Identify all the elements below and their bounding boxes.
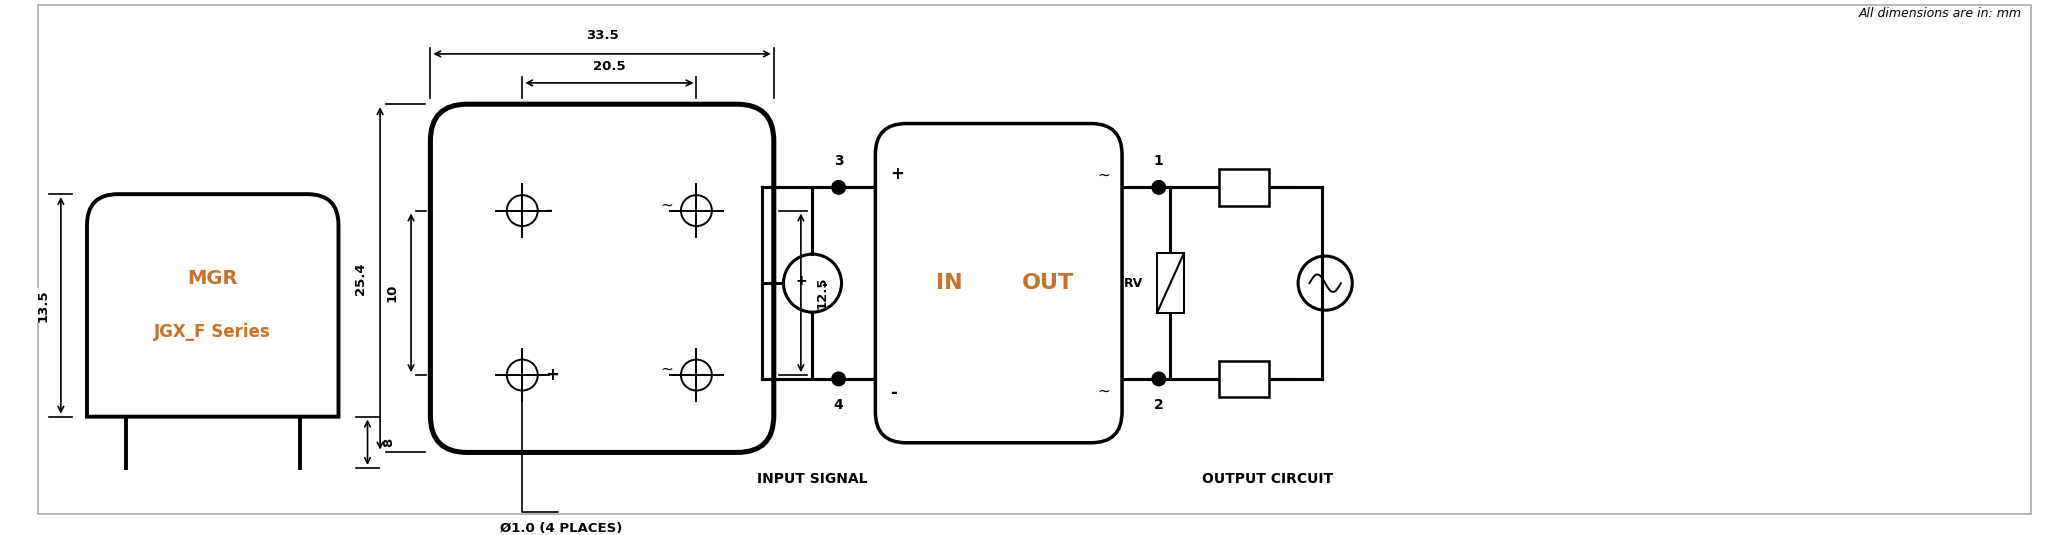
Circle shape: [1152, 181, 1165, 194]
FancyBboxPatch shape: [1219, 361, 1268, 398]
Text: 8: 8: [383, 438, 395, 447]
Text: INPUT SIGNAL: INPUT SIGNAL: [757, 472, 867, 486]
Text: ~: ~: [1099, 384, 1111, 399]
Text: -: -: [821, 278, 828, 292]
Text: +: +: [546, 366, 559, 384]
Text: All dimensions are in: mm: All dimensions are in: mm: [1858, 7, 2021, 20]
Text: 20.5: 20.5: [594, 60, 625, 73]
Text: IN: IN: [935, 273, 962, 293]
Circle shape: [1152, 372, 1165, 386]
Text: 3: 3: [834, 154, 844, 168]
Text: ~: ~: [660, 362, 672, 377]
Text: ~: ~: [1099, 167, 1111, 182]
Text: 1: 1: [1155, 154, 1163, 168]
Text: 25.4: 25.4: [354, 262, 366, 295]
Text: 4: 4: [834, 398, 844, 412]
Text: RV: RV: [1123, 277, 1144, 289]
Text: 33.5: 33.5: [586, 29, 619, 42]
Text: 12.5: 12.5: [815, 277, 830, 309]
Text: +: +: [890, 165, 904, 182]
Text: Load: Load: [1229, 178, 1258, 188]
Text: 13.5: 13.5: [37, 289, 50, 322]
Text: 1: 1: [1239, 192, 1248, 202]
FancyBboxPatch shape: [1219, 169, 1268, 206]
Text: 2: 2: [1239, 383, 1248, 393]
Text: 8: 8: [383, 438, 395, 447]
Text: Load: Load: [1229, 370, 1258, 379]
Circle shape: [832, 372, 846, 386]
FancyBboxPatch shape: [430, 104, 774, 453]
Text: ~: ~: [660, 197, 672, 212]
FancyBboxPatch shape: [875, 124, 1121, 443]
Text: OUTPUT CIRCUIT: OUTPUT CIRCUIT: [1202, 472, 1332, 486]
Text: -: -: [546, 202, 552, 219]
Text: 2: 2: [1155, 398, 1163, 412]
Text: JGX_F Series: JGX_F Series: [155, 324, 271, 341]
Circle shape: [832, 181, 846, 194]
Text: -: -: [890, 384, 896, 402]
Text: +: +: [794, 274, 807, 288]
FancyBboxPatch shape: [1157, 253, 1183, 313]
Text: 10: 10: [385, 284, 397, 302]
Text: MGR: MGR: [188, 269, 238, 288]
Text: OUT: OUT: [1022, 273, 1074, 293]
Text: Ø1.0 (4 PLACES): Ø1.0 (4 PLACES): [501, 522, 623, 535]
Text: 12.5: 12.5: [815, 277, 830, 309]
PathPatch shape: [87, 194, 339, 417]
